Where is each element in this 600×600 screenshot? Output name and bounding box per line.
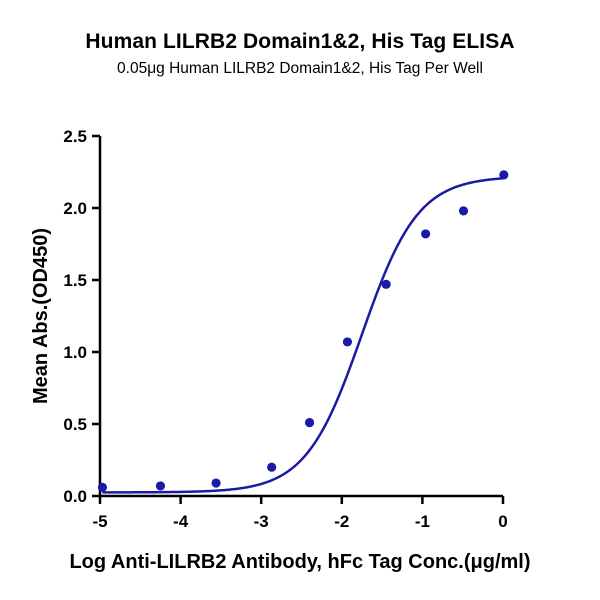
x-tick-label: -2 [334, 512, 349, 531]
y-ticks: 0.0 0.5 1.0 1.5 2.0 2.5 [63, 127, 100, 506]
data-point [267, 462, 277, 472]
y-tick-label: 2.5 [63, 127, 87, 146]
y-tick-label: 1.5 [63, 271, 87, 290]
data-point [211, 478, 221, 488]
y-tick-label: 2.0 [63, 199, 87, 218]
x-tick-label: -1 [415, 512, 430, 531]
data-point [97, 482, 108, 492]
data-point [458, 206, 469, 216]
fit-curve [102, 177, 504, 494]
data-point [342, 337, 353, 347]
data-point [155, 481, 166, 491]
x-tick-label: -4 [173, 512, 189, 531]
axes [98, 136, 503, 498]
data-points [97, 170, 509, 492]
x-tick-label: -5 [92, 512, 107, 531]
x-axis-title: Log Anti-LILRB2 Antibody, hFc Tag Conc.(… [69, 551, 530, 573]
x-tick-label: 0 [498, 512, 507, 531]
chart-subtitle: 0.05μg Human LILRB2 Domain1&2, His Tag P… [117, 60, 483, 77]
data-point [304, 417, 315, 428]
data-point [381, 279, 391, 289]
data-point [499, 170, 509, 180]
data-point [421, 229, 431, 239]
x-ticks: -5 -4 -3 -2 -1 0 [92, 496, 508, 531]
y-axis-title: Mean Abs.(OD450) [30, 228, 52, 404]
y-tick-label: 0.5 [63, 415, 87, 434]
y-tick-label: 0.0 [63, 487, 87, 506]
y-tick-label: 1.0 [63, 343, 87, 362]
x-tick-label: -3 [254, 512, 269, 531]
chart-title: Human LILRB2 Domain1&2, His Tag ELISA [85, 30, 515, 53]
